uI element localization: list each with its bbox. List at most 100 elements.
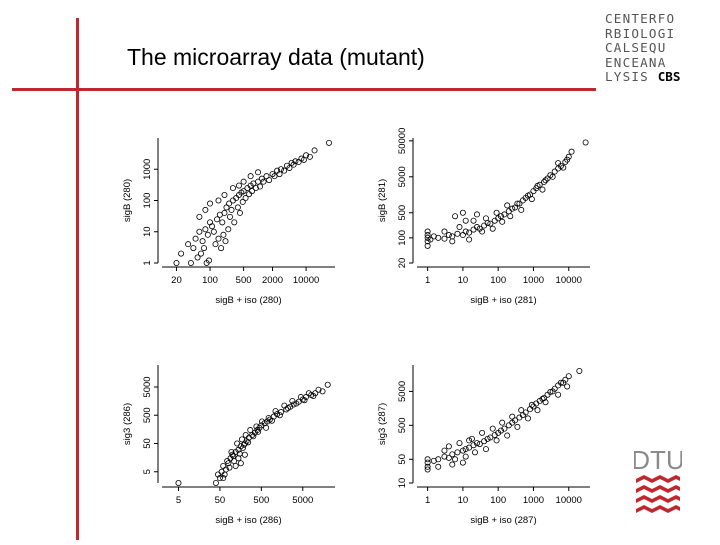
y-tick-label: 100 [397,230,408,246]
data-point [489,225,496,232]
data-point [482,215,489,222]
data-point [292,158,299,165]
y-tick-label: 500 [142,407,153,423]
data-point [247,427,254,434]
data-point [449,451,456,458]
data-point [509,413,516,420]
data-point [310,392,317,399]
data-point [459,209,466,216]
data-point [311,147,318,154]
data-point [226,200,233,207]
data-point [216,475,223,482]
x-tick-label: 10000 [556,495,582,506]
data-point [466,437,473,444]
data-point [539,395,546,402]
data-point [212,241,219,248]
x-tick-label: 10 [458,495,469,506]
cbs-logo-row: LYSIS CBS [605,69,685,85]
data-point [454,449,461,456]
data-point [487,434,494,441]
x-tick-label: 1000 [523,495,544,506]
cbs-logo-row: CALSEQU [605,40,667,55]
data-point [220,231,227,238]
data-point [516,200,523,207]
data-point [237,460,244,467]
data-point [220,475,227,482]
data-point [509,205,516,212]
scatter-svg-287: 1 10 100 1000 10000 10 50 500 5000 sigB + iso (28… [377,365,590,526]
data-point [259,418,266,425]
data-point [424,463,431,470]
data-point [512,417,519,424]
y-tick-label: 100 [142,193,153,209]
data-point [493,209,500,216]
data-point [435,234,442,241]
data-point [192,235,199,242]
data-point [456,440,463,447]
data-point [249,188,256,195]
y-axis-label: sigB (280) [122,179,133,222]
data-point [555,160,562,167]
data-point [234,204,241,211]
data-point [542,399,549,406]
data-point [435,456,442,463]
data-point [504,202,511,209]
data-point [504,432,511,439]
data-point [534,182,541,189]
data-point [258,175,265,182]
slide-title: The microarray data (mutant) [127,44,425,70]
data-point [196,228,203,235]
data-point [557,379,564,386]
y-tick-label: 500 [397,205,408,221]
data-point [489,425,496,432]
x-axis-label: sigB + iso (286) [215,515,281,526]
data-point [225,226,232,233]
data-point [501,425,508,432]
data-point [293,400,300,407]
data-point [473,211,480,218]
data-point [230,453,237,460]
data-point [424,232,431,239]
data-point [218,245,225,252]
data-point [479,429,486,436]
data-point [449,461,456,468]
data-point [541,178,548,185]
data-point [564,383,571,390]
data-point [507,213,514,220]
dtu-logo-text: DTU [634,445,682,475]
data-point [246,191,253,198]
data-point [466,236,473,243]
data-point [239,198,246,205]
data-point [226,213,233,220]
data-point [268,417,275,424]
x-tick-label: 1 [425,495,430,506]
data-point [240,188,247,195]
x-axis-label: sigB + iso (280) [215,295,281,306]
data-point [228,206,235,213]
data-point [560,164,567,171]
x-tick-label: 500 [253,495,269,506]
data-point [266,177,273,184]
data-points [424,367,583,473]
data-point [221,209,228,216]
data-point [497,427,504,434]
dtu-logo-graphic: DTU [631,445,685,513]
data-point [263,424,270,431]
data-point [487,220,494,227]
data-point [462,228,469,235]
data-point [209,223,216,230]
y-tick-label: 50 [142,438,153,449]
y-axis-label: sigB (281) [377,179,388,222]
data-point [547,389,554,396]
data-point [265,414,272,421]
data-point [253,423,260,430]
y-tick-label: 5000 [142,376,153,397]
data-point [252,185,259,192]
data-point [290,161,297,168]
data-point [185,241,192,248]
data-point [173,259,180,266]
data-point [212,480,219,487]
data-point [228,449,235,456]
data-point [471,449,478,456]
data-point [462,453,469,460]
